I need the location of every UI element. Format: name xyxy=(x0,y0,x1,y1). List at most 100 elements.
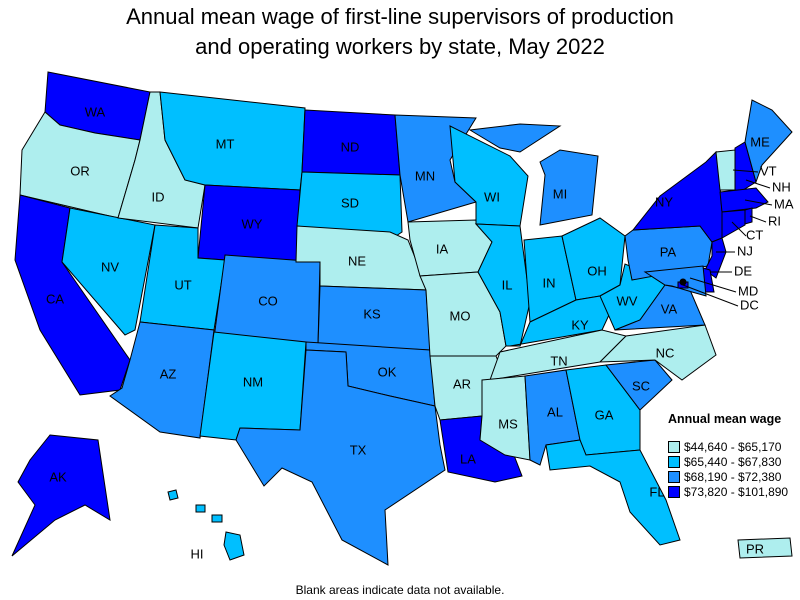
state-sc[interactable] xyxy=(605,359,673,411)
title-line-1: Annual mean wage of first-line superviso… xyxy=(126,4,674,29)
leader-line xyxy=(749,215,767,223)
state-label-az: AZ xyxy=(160,366,177,381)
state-shape[interactable] xyxy=(737,537,793,559)
leader-line xyxy=(732,169,759,173)
legend-label: $65,440 - $67,830 xyxy=(684,454,782,469)
state-label-ks: KS xyxy=(363,306,381,321)
state-shape[interactable] xyxy=(545,439,681,546)
state-shape[interactable] xyxy=(643,265,707,297)
state-shape[interactable] xyxy=(704,237,727,279)
state-label-ia: IA xyxy=(436,241,449,256)
state-label-ar: AR xyxy=(453,376,471,391)
leader-line xyxy=(745,179,771,189)
state-shape[interactable] xyxy=(509,295,616,347)
state-label-ok: OK xyxy=(378,364,397,379)
state-shape[interactable] xyxy=(474,223,531,347)
state-label-il: IL xyxy=(502,277,513,292)
legend-label: $73,820 - $101,890 xyxy=(684,484,789,499)
state-label-tn: TN xyxy=(550,353,567,368)
state-label-pr: PR xyxy=(746,541,764,556)
legend-item: $73,820 - $101,890 xyxy=(668,484,788,499)
leader-line xyxy=(682,284,739,307)
state-label-ct: CT xyxy=(746,227,763,242)
state-md[interactable] xyxy=(643,265,707,297)
state-shape[interactable] xyxy=(744,99,793,184)
legend-swatch xyxy=(668,440,680,453)
state-il[interactable] xyxy=(474,223,531,347)
state-label-md: MD xyxy=(738,283,758,298)
state-shape[interactable] xyxy=(468,123,562,153)
state-nv[interactable] xyxy=(61,207,156,336)
state-label-hi: HI xyxy=(191,546,204,561)
state-nc[interactable] xyxy=(598,324,717,381)
state-tx[interactable] xyxy=(235,349,446,566)
state-shape[interactable] xyxy=(734,141,757,193)
state-label-id: ID xyxy=(152,189,165,204)
state-label-de: DE xyxy=(734,263,752,278)
state-nh[interactable] xyxy=(734,141,757,193)
state-shape[interactable] xyxy=(605,359,673,411)
state-ma[interactable] xyxy=(719,187,769,213)
state-me[interactable] xyxy=(744,99,793,184)
state-shape[interactable] xyxy=(223,531,245,561)
state-label-nm: NM xyxy=(243,374,263,389)
state-label-la: LA xyxy=(460,451,476,466)
state-label-wi: WI xyxy=(484,189,500,204)
legend-swatch xyxy=(668,455,680,468)
state-shape[interactable] xyxy=(167,489,179,501)
state-label-sc: SC xyxy=(632,378,650,393)
map-title: Annual mean wage of first-line superviso… xyxy=(0,2,800,62)
state-label-nj: NJ xyxy=(737,243,753,258)
state-label-ne: NE xyxy=(348,253,366,268)
state-label-ut: UT xyxy=(174,277,191,292)
state-shape[interactable] xyxy=(211,514,223,523)
state-label-wy: WY xyxy=(242,216,263,231)
legend-swatch xyxy=(668,485,680,498)
state-label-fl: FL xyxy=(649,484,664,499)
leader-line xyxy=(731,221,747,237)
state-mi[interactable] xyxy=(468,123,599,226)
state-label-al: AL xyxy=(547,404,563,419)
legend: Annual mean wage $44,640 - $65,170 $65,4… xyxy=(668,412,788,499)
state-ak[interactable] xyxy=(11,434,111,557)
state-label-wv: WV xyxy=(617,293,638,308)
state-label-mo: MO xyxy=(450,308,471,323)
legend-item: $65,440 - $67,830 xyxy=(668,454,788,469)
state-fl[interactable] xyxy=(545,439,681,546)
state-shape[interactable] xyxy=(598,324,717,381)
state-shape[interactable] xyxy=(11,434,111,557)
state-label-va: VA xyxy=(661,301,678,316)
legend-item: $44,640 - $65,170 xyxy=(668,439,788,454)
state-hi[interactable] xyxy=(167,489,245,561)
state-nj[interactable] xyxy=(704,237,727,279)
state-label-ri: RI xyxy=(768,213,781,228)
state-label-ms: MS xyxy=(498,416,518,431)
state-shape[interactable] xyxy=(235,349,446,566)
state-shape[interactable] xyxy=(539,149,599,226)
state-label-ga: GA xyxy=(595,407,614,422)
legend-label: $68,190 - $72,380 xyxy=(684,469,782,484)
state-ri[interactable] xyxy=(744,207,753,225)
state-ky[interactable] xyxy=(509,295,616,347)
state-label-ny: NY xyxy=(655,194,673,209)
state-label-wa: WA xyxy=(85,104,106,119)
state-label-nd: ND xyxy=(341,139,360,154)
state-label-tx: TX xyxy=(350,442,367,457)
state-label-or: OR xyxy=(70,163,90,178)
state-label-mi: MI xyxy=(553,186,567,201)
state-shape[interactable] xyxy=(744,207,753,225)
dc-marker xyxy=(679,278,687,286)
state-shape[interactable] xyxy=(61,207,156,336)
state-label-mn: MN xyxy=(415,168,435,183)
state-pr[interactable] xyxy=(737,537,793,559)
leader-line xyxy=(689,277,737,293)
state-label-oh: OH xyxy=(587,263,607,278)
legend-swatch xyxy=(668,470,680,483)
state-label-me: ME xyxy=(750,134,770,149)
state-label-ky: KY xyxy=(571,317,589,332)
state-shape[interactable] xyxy=(719,187,769,213)
footnote: Blank areas indicate data not available. xyxy=(295,583,505,597)
state-label-vt: VT xyxy=(760,163,777,178)
state-shape[interactable] xyxy=(195,504,206,513)
state-label-in: IN xyxy=(543,275,556,290)
